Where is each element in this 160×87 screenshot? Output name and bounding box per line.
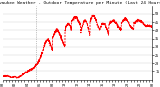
- Title: Milwaukee Weather - Outdoor Temperature per Minute (Last 24 Hours): Milwaukee Weather - Outdoor Temperature …: [0, 1, 160, 5]
